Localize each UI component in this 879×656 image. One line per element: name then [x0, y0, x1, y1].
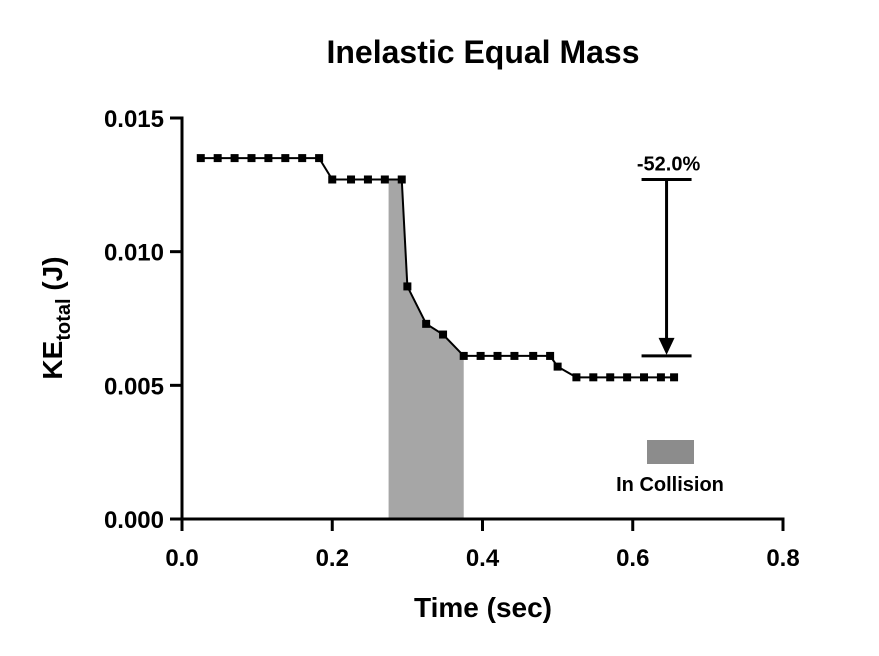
data-point: [281, 154, 290, 163]
ticks: 0.000 0.005 0.010 0.015 0.0 0.2 0.4 0.6 0.8: [104, 106, 800, 572]
change-arrow-head: [658, 337, 675, 355]
data-point: [363, 175, 372, 184]
legend-label: In Collision: [616, 474, 724, 496]
y-tick-label: 0.000: [104, 507, 164, 534]
chart-title: Inelastic Equal Mass: [326, 34, 639, 70]
change-label: -52.0%: [637, 153, 701, 175]
data-point: [247, 154, 256, 163]
data-point: [422, 319, 431, 328]
data-point: [213, 154, 222, 163]
collision-region-layer: [388, 179, 464, 519]
data-point: [397, 175, 406, 184]
data-point: [403, 282, 412, 291]
data-point: [510, 351, 519, 360]
data-point: [459, 351, 468, 360]
x-tick-label: 0.2: [316, 545, 349, 572]
y-axis-label-unit: (J): [37, 256, 68, 298]
data-point: [298, 154, 307, 163]
x-tick-label: 0.8: [766, 545, 799, 572]
data-point: [315, 154, 324, 163]
x-tick-label: 0.4: [466, 545, 500, 572]
y-tick-label: 0.010: [104, 240, 164, 267]
data-point: [640, 373, 649, 382]
data-point: [546, 351, 555, 360]
data-point: [328, 175, 337, 184]
data-point: [196, 154, 205, 163]
data-point: [670, 373, 679, 382]
data-point: [380, 175, 389, 184]
data-point: [493, 351, 502, 360]
x-tick-label: 0.6: [616, 545, 649, 572]
series-layer: [196, 154, 679, 382]
change-annotation: -52.0%: [637, 153, 701, 358]
legend-swatch: [647, 440, 694, 464]
y-tick-label: 0.005: [104, 373, 164, 400]
collision-region: [388, 179, 464, 519]
data-point: [439, 330, 448, 339]
data-point: [589, 373, 598, 382]
y-tick-label: 0.015: [104, 106, 164, 133]
data-point: [606, 373, 615, 382]
data-point: [230, 154, 239, 163]
x-axis-label: Time (sec): [414, 592, 552, 623]
data-point: [529, 351, 538, 360]
data-point: [476, 351, 485, 360]
data-point: [572, 373, 581, 382]
x-tick-label: 0.0: [165, 545, 198, 572]
data-point: [347, 175, 356, 184]
data-point: [553, 362, 562, 371]
y-axis-label-main: KE: [37, 341, 68, 380]
y-axis-label-sub: total: [53, 298, 75, 340]
data-point: [623, 373, 632, 382]
legend: In Collision: [616, 440, 724, 496]
data-point: [656, 373, 665, 382]
data-point: [264, 154, 273, 163]
y-axis-label: KEtotal (J): [37, 256, 75, 379]
